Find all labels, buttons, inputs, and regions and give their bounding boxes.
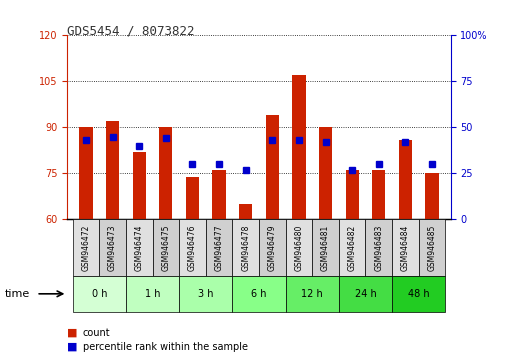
Bar [79, 127, 93, 219]
Text: 0 h: 0 h [92, 289, 107, 299]
Text: 6 h: 6 h [251, 289, 267, 299]
Text: GSM946474: GSM946474 [135, 224, 143, 271]
Bar [319, 127, 332, 219]
Text: GDS5454 / 8073822: GDS5454 / 8073822 [67, 25, 195, 38]
Text: ■: ■ [67, 342, 78, 352]
Bar [133, 152, 146, 219]
Text: GSM946473: GSM946473 [108, 224, 117, 271]
FancyBboxPatch shape [152, 219, 179, 276]
FancyBboxPatch shape [285, 219, 312, 276]
Text: GSM946485: GSM946485 [427, 224, 437, 271]
Text: GSM946476: GSM946476 [188, 224, 197, 271]
Text: GSM946483: GSM946483 [375, 224, 383, 271]
Bar [212, 170, 226, 219]
Text: GSM946479: GSM946479 [268, 224, 277, 271]
FancyBboxPatch shape [126, 219, 152, 276]
Text: 24 h: 24 h [355, 289, 377, 299]
FancyBboxPatch shape [419, 219, 445, 276]
Bar [372, 170, 385, 219]
Text: GSM946477: GSM946477 [214, 224, 224, 271]
FancyBboxPatch shape [392, 276, 445, 312]
FancyBboxPatch shape [99, 219, 126, 276]
Text: 1 h: 1 h [145, 289, 160, 299]
Bar [425, 173, 439, 219]
FancyBboxPatch shape [339, 219, 366, 276]
FancyBboxPatch shape [339, 276, 392, 312]
Text: GSM946478: GSM946478 [241, 224, 250, 271]
Text: GSM946484: GSM946484 [401, 224, 410, 271]
FancyBboxPatch shape [259, 219, 285, 276]
Bar [292, 75, 306, 219]
Bar [159, 127, 172, 219]
FancyBboxPatch shape [206, 219, 233, 276]
Text: GSM946481: GSM946481 [321, 225, 330, 271]
Text: GSM946472: GSM946472 [81, 224, 91, 271]
Bar [346, 170, 359, 219]
FancyBboxPatch shape [233, 219, 259, 276]
Text: GSM946475: GSM946475 [161, 224, 170, 271]
Bar [239, 204, 252, 219]
Text: count: count [83, 328, 110, 338]
FancyBboxPatch shape [312, 219, 339, 276]
FancyBboxPatch shape [233, 276, 285, 312]
FancyBboxPatch shape [366, 219, 392, 276]
Bar [106, 121, 119, 219]
Text: 48 h: 48 h [408, 289, 429, 299]
FancyBboxPatch shape [73, 276, 126, 312]
Text: GSM946482: GSM946482 [348, 225, 357, 271]
FancyBboxPatch shape [179, 276, 233, 312]
Text: GSM946480: GSM946480 [294, 224, 304, 271]
FancyBboxPatch shape [73, 219, 99, 276]
Text: time: time [5, 289, 31, 299]
FancyBboxPatch shape [285, 276, 339, 312]
Bar [186, 177, 199, 219]
Bar [266, 115, 279, 219]
FancyBboxPatch shape [179, 219, 206, 276]
Text: 3 h: 3 h [198, 289, 213, 299]
Text: ■: ■ [67, 328, 78, 338]
FancyBboxPatch shape [392, 219, 419, 276]
FancyBboxPatch shape [126, 276, 179, 312]
Text: percentile rank within the sample: percentile rank within the sample [83, 342, 248, 352]
Text: 12 h: 12 h [301, 289, 323, 299]
Bar [399, 140, 412, 219]
